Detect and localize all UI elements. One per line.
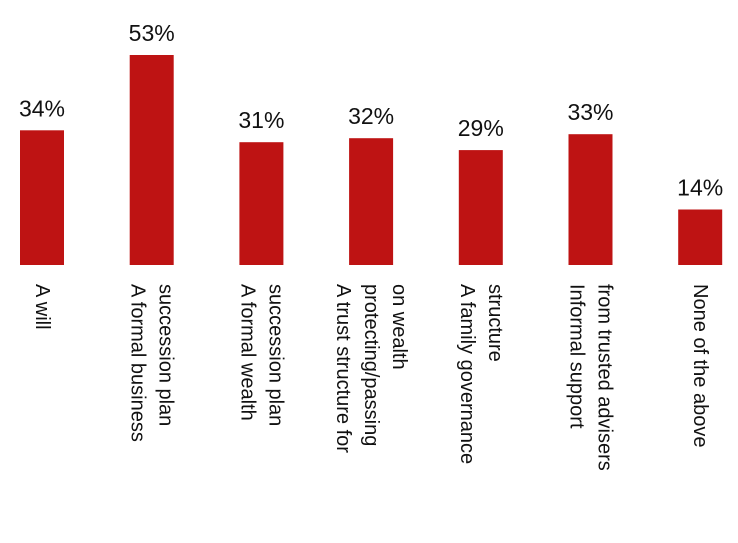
bar-4 [458,150,503,265]
category-labels: A will A formal business succession plan A … [31,284,711,471]
bar-3 [349,138,394,265]
bars [20,55,723,265]
category-label-line: succession plan [155,284,177,426]
category-label-line: structure [484,284,506,362]
category-label-line: from trusted advisers [594,284,616,471]
value-labels: 34% 53% 31% 32% 29% 33% 14% [19,20,723,201]
category-label-line: succession plan [264,284,286,426]
value-label-4: 29% [458,115,504,141]
bar-0 [20,130,64,265]
bar-5 [568,134,613,265]
category-label-2: A formal wealth succession plan [236,284,286,426]
category-label-line: None of the above [689,284,711,447]
value-label-3: 32% [348,103,394,129]
value-label-2: 31% [238,107,284,133]
category-label-line: protecting/passing [360,284,382,446]
category-label-line: Informal support [566,284,588,429]
category-label-line: A formal wealth [236,284,258,421]
value-label-5: 33% [567,99,613,125]
category-label-3: A trust structure for protecting/passing o… [332,284,410,453]
value-label-0: 34% [19,95,65,121]
category-label-line: on wealth [388,284,410,370]
category-label-line: A trust structure for [332,284,354,453]
category-label-4: A family governance structure [456,284,506,464]
category-label-6: None of the above [689,284,711,447]
bar-2 [239,142,284,265]
category-label-5: Informal support from trusted advisers [566,284,616,471]
bar-6 [678,209,723,265]
bar-1 [129,55,174,265]
category-label-1: A formal business succession plan [127,284,177,442]
category-label-line: A family governance [456,284,478,464]
category-label-line: A will [31,284,53,330]
value-label-6: 14% [677,175,723,201]
category-label-0: A will [31,284,53,330]
category-label-line: A formal business [127,284,149,442]
value-label-1: 53% [129,20,175,46]
